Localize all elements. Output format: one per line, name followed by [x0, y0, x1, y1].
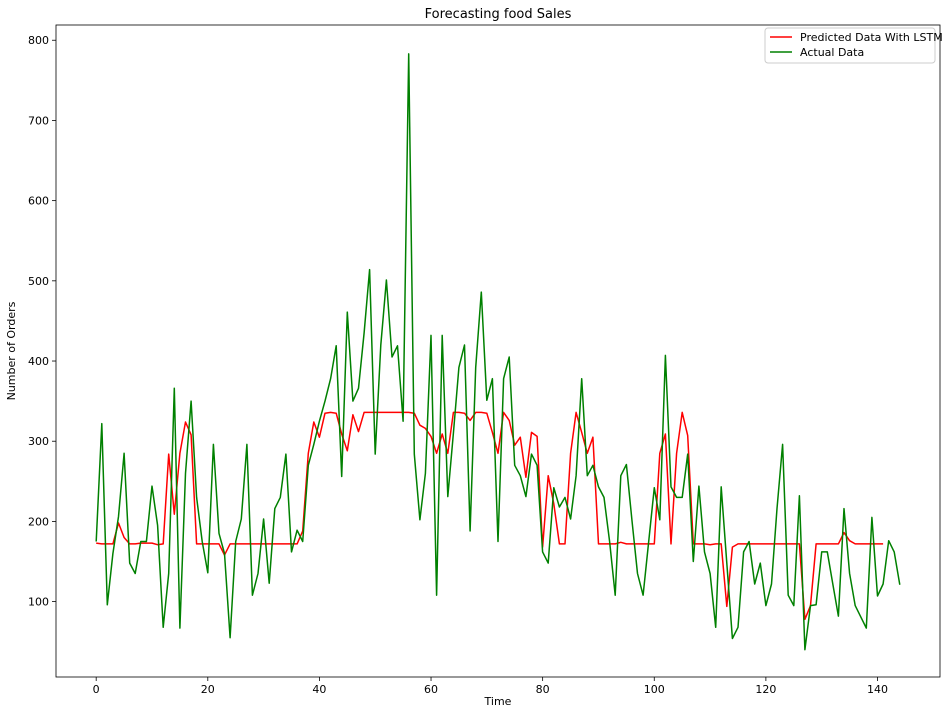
chart-title: Forecasting food Sales — [425, 7, 572, 22]
legend-label: Actual Data — [800, 46, 864, 59]
y-tick-label: 300 — [28, 435, 49, 448]
y-tick-label: 500 — [28, 275, 49, 288]
legend-box — [764, 27, 936, 64]
x-tick-label: 140 — [867, 683, 888, 696]
x-tick-label: 100 — [644, 683, 665, 696]
x-axis-label: Time — [484, 695, 512, 708]
x-axis: 0 20 40 60 80 100 120 140 — [93, 677, 888, 696]
y-axis: 100 200 300 400 500 600 700 800 — [28, 34, 56, 609]
plot-frame — [55, 24, 941, 678]
x-tick-label: 80 — [536, 683, 550, 696]
y-tick-label: 600 — [28, 195, 49, 208]
legend: Predicted Data With LSTM Actual Data — [764, 27, 943, 64]
x-tick-label: 20 — [201, 683, 215, 696]
x-tick-label: 120 — [755, 683, 776, 696]
x-tick-label: 40 — [312, 683, 326, 696]
y-tick-label: 200 — [28, 515, 49, 528]
series-line-actual — [95, 53, 901, 651]
y-tick-label: 800 — [28, 34, 49, 47]
x-tick-label: 60 — [424, 683, 438, 696]
y-tick-label: 700 — [28, 114, 49, 127]
series-line-predicted — [96, 411, 884, 621]
legend-label: Predicted Data With LSTM — [800, 31, 943, 44]
plot-area — [55, 24, 941, 678]
y-axis-label: Number of Orders — [5, 301, 18, 400]
y-tick-label: 100 — [28, 596, 49, 609]
x-tick-label: 0 — [93, 683, 100, 696]
y-tick-label: 400 — [28, 355, 49, 368]
